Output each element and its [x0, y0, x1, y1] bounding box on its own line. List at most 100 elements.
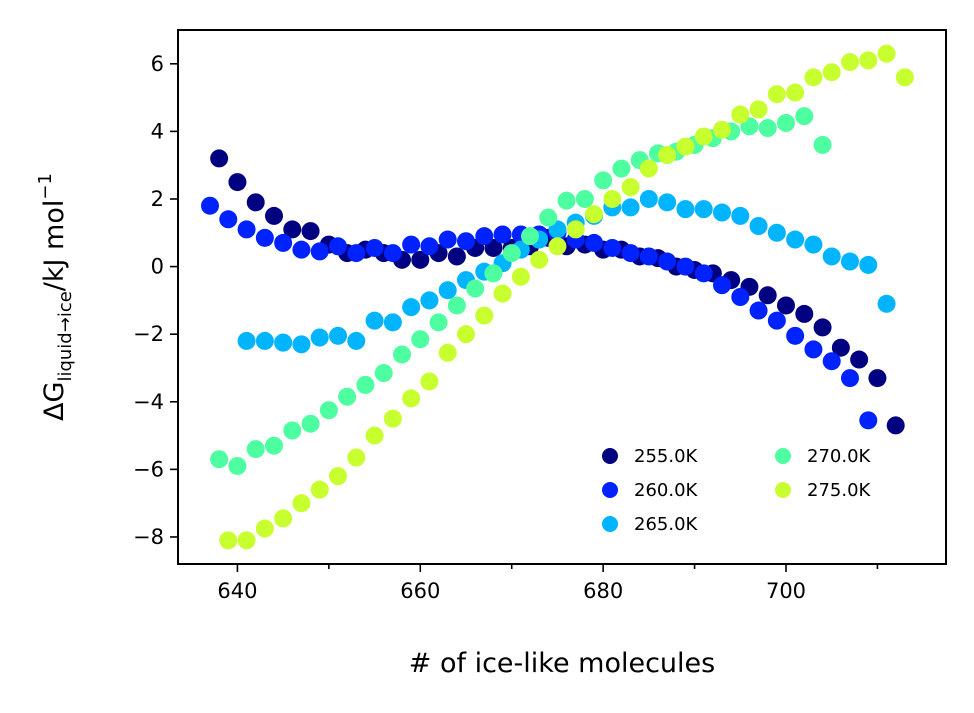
- legend-label-2750K: 275.0K: [807, 480, 872, 501]
- data-point-2750K-28: [731, 105, 750, 124]
- y-tick-label-2: 2: [151, 187, 164, 211]
- data-point-2550K-5: [301, 222, 320, 241]
- legend-label-2550K: 255.0K: [634, 446, 699, 467]
- data-point-2600K-16: [493, 225, 512, 244]
- data-point-2600K-15: [475, 227, 494, 246]
- data-point-2700K-19: [557, 191, 576, 210]
- data-point-2750K-22: [621, 178, 640, 197]
- y-tick-label--2: −2: [133, 322, 164, 346]
- data-point-2700K-13: [447, 296, 466, 315]
- data-point-2600K-14: [457, 232, 475, 251]
- data-point-2700K-15: [484, 264, 503, 283]
- data-point-2750K-17: [530, 250, 549, 269]
- data-point-2550K-13: [447, 247, 466, 266]
- data-point-2650K-5: [329, 326, 347, 345]
- data-point-2550K-0: [210, 149, 229, 168]
- data-point-2600K-33: [804, 340, 823, 359]
- data-point-2700K-20: [575, 189, 594, 208]
- y-axis-ticks: −8 −6 −4 −2 0 2 4 6: [133, 52, 178, 549]
- data-point-2750K-19: [566, 220, 585, 239]
- data-point-2750K-11: [420, 372, 439, 391]
- data-point-2600K-25: [658, 252, 677, 271]
- data-point-2700K-22: [612, 159, 631, 178]
- x-tick-label-660: 660: [400, 579, 440, 603]
- legend-label-2650K: 265.0K: [634, 514, 699, 535]
- data-point-2750K-35: [859, 51, 878, 70]
- legend: 255.0K 260.0K 265.0K 270.0K 275.0K: [602, 446, 872, 535]
- data-point-2650K-34: [859, 255, 878, 274]
- data-point-2650K-27: [731, 206, 750, 225]
- y-tick-label-0: 0: [151, 255, 164, 279]
- y-axis-label-group: ΔGliquid→ice/kJ mol−1: [35, 173, 76, 421]
- data-point-2600K-34: [822, 352, 841, 371]
- data-point-2750K-14: [475, 306, 494, 325]
- data-point-2600K-7: [329, 237, 347, 256]
- y-axis-label-superscript: −1: [35, 173, 56, 200]
- data-point-2650K-22: [639, 189, 658, 208]
- data-point-2650K-29: [767, 223, 786, 242]
- x-axis-ticks: 640 660 680 700: [217, 564, 879, 603]
- data-point-2650K-32: [822, 247, 841, 266]
- x-tick-label-640: 640: [217, 579, 257, 603]
- data-point-2750K-13: [457, 325, 475, 344]
- data-point-2650K-33: [841, 252, 859, 271]
- data-point-2550K-3: [265, 206, 283, 225]
- data-point-2700K-1: [228, 456, 247, 475]
- data-point-2750K-3: [274, 509, 293, 528]
- data-point-2700K-6: [319, 401, 338, 420]
- data-point-2750K-2: [255, 519, 274, 538]
- data-point-2550K-32: [795, 304, 814, 323]
- data-point-2750K-31: [786, 83, 805, 102]
- data-point-2600K-2: [237, 220, 256, 239]
- data-point-2650K-30: [786, 230, 805, 249]
- data-point-2600K-12: [420, 237, 439, 256]
- y-tick-label-4: 4: [151, 119, 164, 143]
- data-point-2600K-30: [749, 301, 768, 320]
- legend-label-2600K: 260.0K: [634, 480, 699, 501]
- data-point-2750K-4: [292, 494, 311, 513]
- data-point-2700K-33: [813, 135, 832, 154]
- data-point-2650K-31: [804, 235, 823, 254]
- data-point-2600K-21: [585, 233, 603, 252]
- data-point-2750K-18: [548, 237, 567, 256]
- data-point-2650K-10: [420, 291, 439, 310]
- data-point-2600K-8: [347, 244, 366, 263]
- y-axis-label: ΔGliquid→ice/kJ mol−1: [35, 173, 76, 421]
- data-point-2550K-1: [228, 173, 247, 192]
- data-point-2550K-4: [283, 220, 302, 239]
- data-point-2750K-26: [694, 127, 713, 146]
- data-point-2600K-0: [201, 196, 219, 215]
- data-point-2750K-15: [493, 284, 512, 303]
- data-point-2600K-1: [219, 210, 238, 229]
- data-point-2700K-9: [374, 364, 393, 383]
- data-point-2750K-21: [603, 189, 622, 208]
- legend-marker-2750K: [775, 482, 791, 498]
- x-tick-label-680: 680: [583, 579, 623, 603]
- data-point-2550K-2: [246, 193, 265, 212]
- data-point-2550K-36: [868, 369, 887, 388]
- data-point-2600K-35: [841, 369, 859, 388]
- data-point-2700K-16: [502, 244, 521, 263]
- data-point-2600K-5: [292, 240, 311, 259]
- data-point-2700K-21: [594, 171, 613, 190]
- legend-marker-2550K: [602, 448, 618, 464]
- data-point-2550K-34: [831, 338, 850, 357]
- data-point-2700K-17: [521, 227, 539, 246]
- y-axis-label-unit: /kJ mol: [39, 200, 70, 292]
- data-point-2550K-30: [758, 286, 777, 305]
- y-tick-label-6: 6: [151, 52, 164, 76]
- data-point-2550K-31: [777, 296, 795, 315]
- y-tick-label--6: −6: [133, 457, 164, 481]
- x-tick-label-700: 700: [766, 579, 806, 603]
- data-point-2650K-28: [749, 217, 768, 236]
- data-point-2600K-6: [310, 242, 329, 261]
- data-point-2750K-12: [438, 343, 457, 362]
- data-point-2550K-33: [813, 318, 832, 337]
- data-point-2600K-26: [676, 257, 695, 276]
- data-point-2750K-5: [310, 480, 329, 499]
- data-point-2700K-18: [539, 208, 558, 227]
- data-point-2700K-8: [356, 375, 375, 394]
- data-point-2600K-4: [274, 233, 293, 252]
- legend-marker-2650K: [602, 516, 618, 532]
- data-point-2650K-21: [621, 198, 640, 217]
